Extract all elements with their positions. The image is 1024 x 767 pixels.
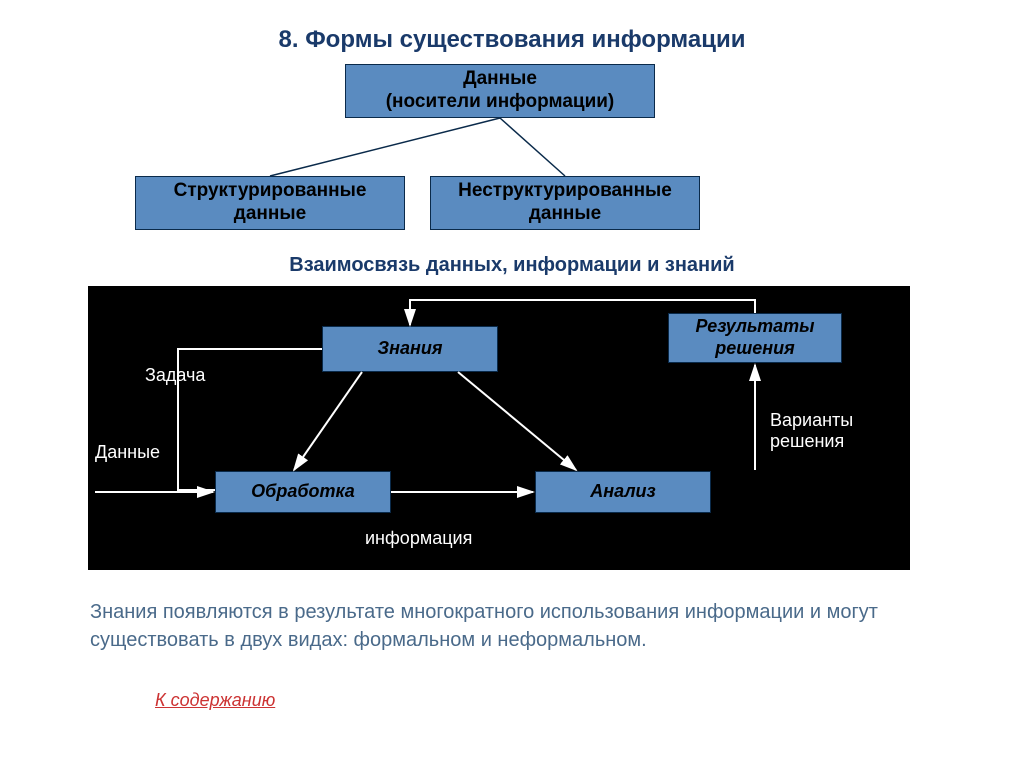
label-variants: Варианты решения	[770, 410, 853, 452]
node-data-root: Данные (носители информации)	[345, 64, 655, 118]
node-unstructured-line2: данные	[529, 203, 601, 224]
node-structured-line2: данные	[234, 203, 306, 224]
node-unstructured-line1: Неструктурированные	[458, 180, 672, 201]
node-results-label: Результаты решения	[695, 316, 814, 359]
node-analysis-label: Анализ	[590, 481, 655, 503]
node-processing-label: Обработка	[251, 481, 355, 503]
body-paragraph: Знания появляются в результате многократ…	[90, 598, 930, 654]
node-processing: Обработка	[215, 471, 391, 513]
label-information: информация	[365, 528, 472, 549]
node-data-root-line1: Данные	[463, 68, 537, 89]
node-analysis: Анализ	[535, 471, 711, 513]
node-knowledge: Знания	[322, 326, 498, 372]
node-structured-data: Структурированные данные	[135, 176, 405, 230]
node-structured-line1: Структурированные	[174, 180, 367, 201]
page-title: 8. Формы существования информации	[0, 26, 1024, 54]
node-unstructured-data: Неструктурированные данные	[430, 176, 700, 230]
node-knowledge-label: Знания	[378, 338, 443, 360]
label-task: Задача	[145, 365, 205, 386]
node-data-root-line2: (носители информации)	[386, 91, 615, 112]
node-results: Результаты решения	[668, 313, 842, 363]
back-to-contents-link[interactable]: К содержанию	[155, 690, 275, 711]
label-data: Данные	[95, 442, 160, 463]
subheading: Взаимосвязь данных, информации и знаний	[0, 254, 1024, 277]
